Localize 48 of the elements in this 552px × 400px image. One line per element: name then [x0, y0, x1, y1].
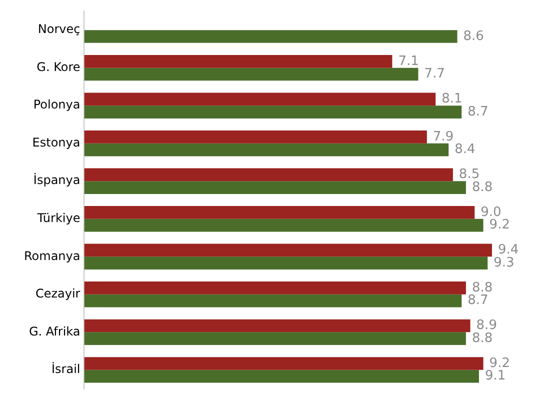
y-tick-label: Türkiye — [36, 211, 80, 226]
data-label: 8.1 — [442, 92, 462, 107]
data-label: 9.4 — [498, 242, 519, 258]
data-label: 8.8 — [472, 280, 493, 296]
data-label: 8.8 — [472, 180, 493, 195]
bar — [84, 319, 470, 332]
bar — [84, 143, 449, 156]
bar — [84, 206, 475, 219]
data-label: 8.4 — [454, 142, 476, 158]
bar — [84, 294, 462, 308]
bar — [84, 256, 488, 270]
bar — [84, 218, 484, 232]
bar — [84, 30, 458, 43]
data-label: 9.1 — [484, 368, 506, 384]
bar — [84, 55, 392, 68]
bar — [84, 332, 466, 345]
data-label: 9.3 — [494, 255, 514, 270]
bar — [84, 92, 436, 106]
y-tick-label: Polonya — [33, 98, 80, 112]
bar — [84, 181, 466, 194]
data-label: 7.1 — [398, 54, 419, 69]
bar — [84, 370, 479, 383]
bar — [84, 68, 418, 81]
data-label: 8.8 — [472, 330, 493, 346]
bar — [84, 130, 427, 144]
bar — [84, 282, 466, 294]
data-label: 9.2 — [489, 218, 510, 233]
bar — [84, 106, 462, 118]
data-label: 8.7 — [468, 293, 488, 308]
y-tick-label: İspanya — [33, 173, 80, 188]
data-label: 9.2 — [489, 356, 510, 371]
data-label: 9.0 — [480, 204, 502, 220]
y-tick-label: İsrail — [51, 362, 80, 376]
bar — [84, 244, 492, 257]
bar — [84, 168, 453, 182]
y-tick-label: G. Afrika — [28, 324, 80, 338]
y-tick-label: Norveç — [38, 22, 80, 36]
data-label: 7.7 — [424, 66, 445, 82]
data-label: 7.9 — [432, 129, 454, 144]
y-tick-label: Romanya — [24, 248, 80, 263]
y-tick-label: Estonya — [32, 135, 80, 150]
data-label: 8.7 — [468, 104, 488, 120]
y-tick-label: G. Kore — [36, 60, 80, 74]
data-label: 8.9 — [476, 318, 497, 334]
data-label: 8.5 — [458, 167, 480, 182]
y-tick-label: Cezayir — [35, 286, 80, 301]
bar — [84, 357, 484, 370]
data-label: 8.6 — [463, 28, 484, 44]
